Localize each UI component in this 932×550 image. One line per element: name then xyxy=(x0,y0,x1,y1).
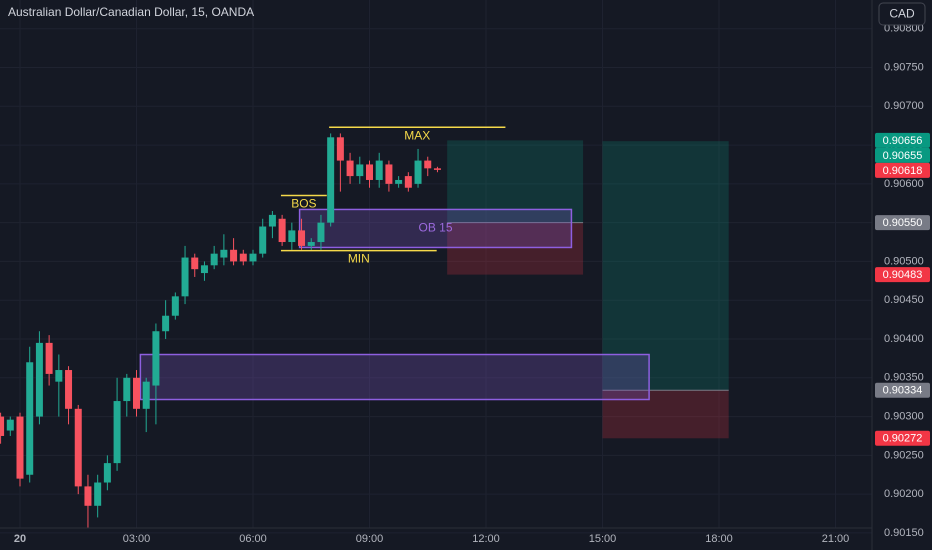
candle-body xyxy=(45,342,53,374)
candle-body xyxy=(94,482,102,506)
candle-body xyxy=(113,401,121,464)
candle-body xyxy=(414,160,422,184)
candle-body xyxy=(142,381,150,409)
candle-body xyxy=(84,486,92,506)
candle-body xyxy=(385,164,393,184)
candle-body xyxy=(395,179,403,184)
level-label: MAX xyxy=(404,128,430,142)
y-tick-label: 0.90250 xyxy=(884,449,924,461)
candle-body xyxy=(162,315,170,332)
candle-body xyxy=(317,222,325,243)
plot-area: OB 15 MAX BOS MIN xyxy=(0,126,729,528)
candle-body xyxy=(171,296,179,316)
axes: 0.908000.907500.907000.906500.906000.905… xyxy=(14,23,930,545)
y-tick-label: 0.90700 xyxy=(884,100,924,112)
candle-body xyxy=(181,257,189,297)
y-tick-label: 0.90350 xyxy=(884,372,924,384)
candle-body xyxy=(404,176,412,188)
candle-body xyxy=(26,362,34,475)
candle-body xyxy=(239,253,247,262)
candle-body xyxy=(298,230,306,246)
candle-body xyxy=(327,137,335,223)
price-badge xyxy=(875,267,930,283)
grid xyxy=(0,0,872,534)
candle-body xyxy=(433,168,441,170)
x-tick-label: 03:00 xyxy=(123,533,151,545)
level-label: BOS xyxy=(291,197,316,211)
candle-body xyxy=(132,377,140,409)
candle-body xyxy=(200,265,208,274)
level-label: MIN xyxy=(348,252,370,266)
order-block xyxy=(139,353,650,401)
y-tick-label: 0.90500 xyxy=(884,255,924,267)
price-badge xyxy=(875,147,930,163)
candle-body xyxy=(55,370,63,382)
candle-body xyxy=(191,257,199,270)
candle-body xyxy=(288,230,296,243)
currency-button[interactable] xyxy=(878,2,926,26)
y-tick-label: 0.90200 xyxy=(884,488,924,500)
order-block-label: OB 15 xyxy=(418,221,452,235)
price-badge-label: 0.90618 xyxy=(883,165,923,177)
candle-body xyxy=(65,370,73,409)
candle-body xyxy=(356,164,364,177)
candle-body xyxy=(259,226,267,254)
profit-zone xyxy=(602,141,729,391)
price-badge-label: 0.90655 xyxy=(883,150,923,162)
candle-body xyxy=(35,342,43,417)
candle-body xyxy=(268,214,276,227)
price-badge-label: 0.90334 xyxy=(883,385,923,397)
candle-body xyxy=(424,160,432,169)
candle-body xyxy=(103,463,111,483)
candle-body xyxy=(375,160,383,180)
x-tick-label: 09:00 xyxy=(356,533,384,545)
candle-body xyxy=(210,253,218,266)
candle-body xyxy=(307,242,315,246)
currency-label[interactable]: CAD xyxy=(889,7,915,21)
y-tick-label: 0.90800 xyxy=(884,23,924,35)
x-tick-label: 15:00 xyxy=(589,533,617,545)
candle-body xyxy=(336,137,344,161)
order-block xyxy=(298,208,573,249)
y-tick-label: 0.90450 xyxy=(884,294,924,306)
candle-body xyxy=(346,160,354,177)
y-tick-label: 0.90600 xyxy=(884,178,924,190)
price-badge xyxy=(875,430,930,446)
candle-body xyxy=(365,164,373,180)
loss-zone xyxy=(602,390,729,439)
candle-body xyxy=(278,218,286,243)
y-tick-label: 0.90300 xyxy=(884,410,924,422)
price-badge-label: 0.90272 xyxy=(883,433,923,445)
price-badge xyxy=(875,382,930,398)
x-tick-label: 18:00 xyxy=(705,533,733,545)
y-tick-label: 0.90750 xyxy=(884,61,924,73)
price-badge-label: 0.90483 xyxy=(883,269,923,281)
price-badge xyxy=(875,132,930,148)
loss-zone xyxy=(447,222,584,275)
price-badge xyxy=(875,215,930,231)
x-tick-label: 06:00 xyxy=(239,533,267,545)
x-tick-label: 12:00 xyxy=(472,533,500,545)
price-badge xyxy=(875,162,930,178)
x-tick-label: 20 xyxy=(14,533,26,545)
price-badge-label: 0.90550 xyxy=(883,217,923,229)
candle-body xyxy=(74,408,82,487)
candle-body xyxy=(0,416,5,436)
candle-body xyxy=(6,419,14,431)
chart-title: Australian Dollar/Canadian Dollar, 15, O… xyxy=(8,5,254,19)
candle-body xyxy=(249,253,257,262)
candle-body xyxy=(220,249,228,258)
x-tick-label: 21:00 xyxy=(822,533,850,545)
y-tick-label: 0.90150 xyxy=(884,527,924,539)
candle-body xyxy=(152,331,160,386)
candle-body xyxy=(16,416,24,479)
candle-body xyxy=(123,377,131,402)
price-badge-label: 0.90656 xyxy=(883,135,923,147)
y-tick-label: 0.90400 xyxy=(884,333,924,345)
candle-body xyxy=(230,249,238,262)
